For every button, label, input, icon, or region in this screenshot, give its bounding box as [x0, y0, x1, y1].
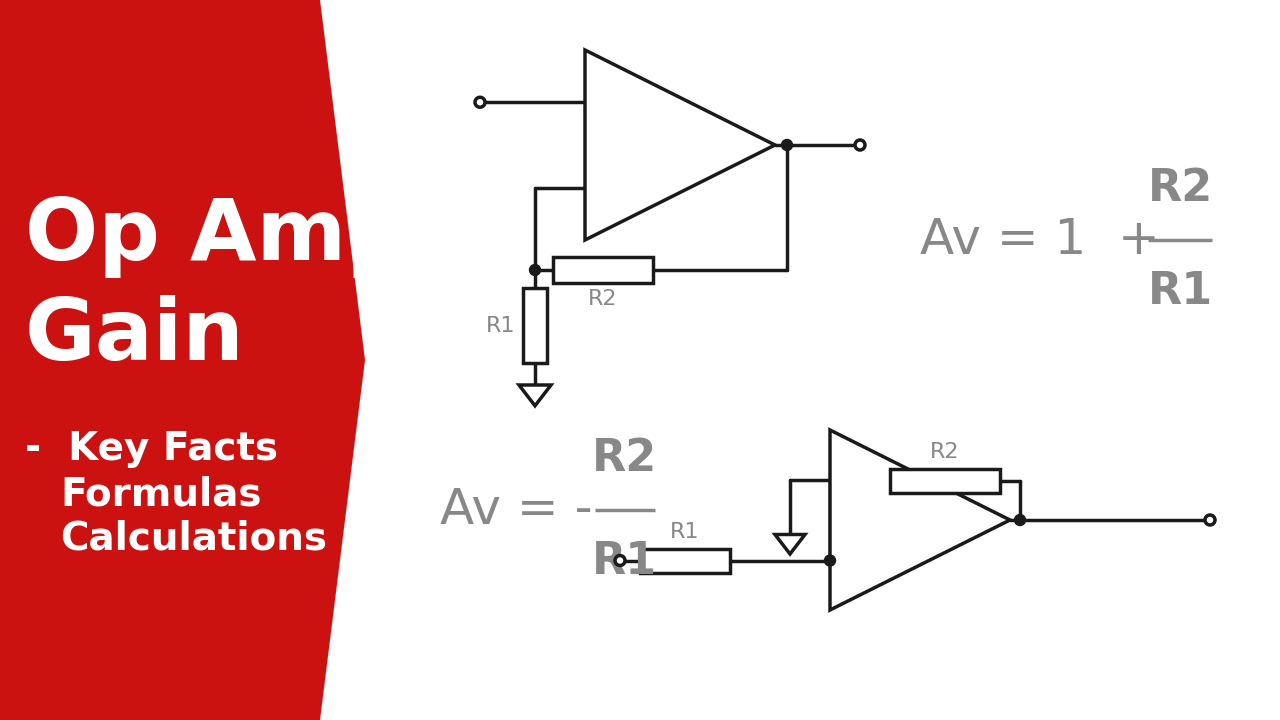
Text: R2: R2: [1147, 167, 1212, 210]
Text: Op Amp: Op Amp: [26, 195, 408, 278]
Circle shape: [1015, 515, 1025, 526]
Circle shape: [530, 264, 540, 276]
Text: R2: R2: [589, 289, 618, 309]
Polygon shape: [0, 0, 365, 720]
Bar: [640, 549, 730, 572]
Text: Formulas: Formulas: [60, 475, 261, 513]
Text: -  Key Facts: - Key Facts: [26, 430, 278, 468]
Text: R1: R1: [485, 315, 515, 336]
Circle shape: [855, 140, 865, 150]
Circle shape: [824, 555, 836, 566]
Bar: [524, 288, 547, 363]
Text: R2: R2: [931, 443, 960, 462]
Text: R1: R1: [671, 523, 700, 542]
Polygon shape: [518, 385, 550, 406]
Bar: [553, 257, 653, 283]
Text: R2: R2: [593, 437, 658, 480]
Polygon shape: [585, 50, 774, 240]
Circle shape: [1204, 515, 1215, 525]
Circle shape: [475, 97, 485, 107]
Text: Av = -: Av = -: [440, 486, 593, 534]
Text: R1: R1: [593, 540, 658, 583]
Text: Av = 1  +: Av = 1 +: [920, 216, 1160, 264]
Text: Calculations: Calculations: [60, 520, 326, 558]
Text: Gain: Gain: [26, 295, 244, 378]
Polygon shape: [829, 430, 1010, 610]
Bar: [890, 469, 1000, 492]
Circle shape: [782, 140, 792, 150]
Circle shape: [614, 556, 625, 565]
Polygon shape: [774, 534, 805, 554]
Text: R1: R1: [1147, 270, 1212, 313]
